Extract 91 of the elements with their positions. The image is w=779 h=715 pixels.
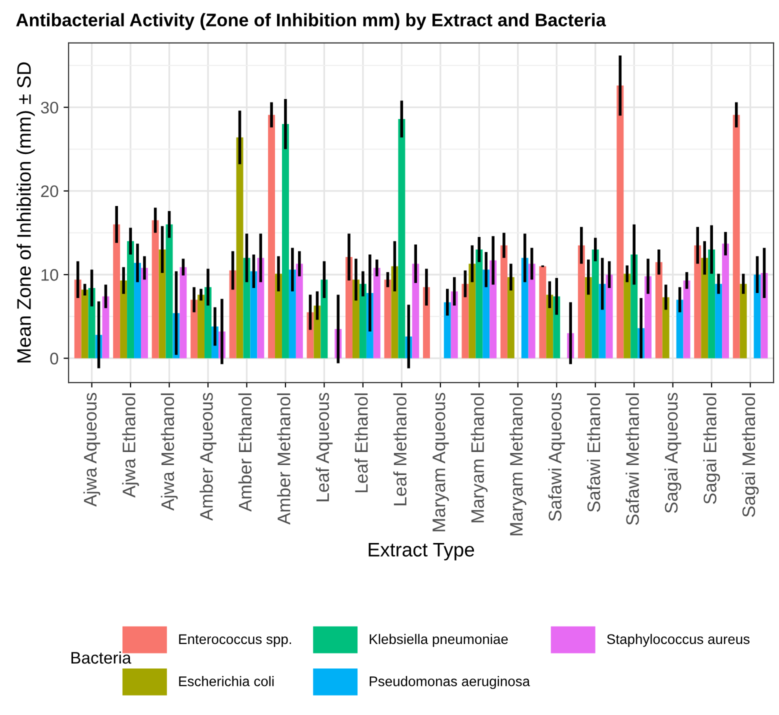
bar <box>662 297 670 358</box>
bar <box>250 271 258 358</box>
x-tick-label: Ajwa Ethanol <box>122 393 139 498</box>
bar <box>476 250 483 358</box>
bar <box>140 268 148 358</box>
x-tick-label: Leaf Methanol <box>393 393 407 506</box>
bar <box>539 266 546 358</box>
bar <box>81 290 88 358</box>
bar <box>732 114 740 358</box>
bar <box>275 274 282 358</box>
legend-label: Klebsiella pneumoniae <box>370 634 508 647</box>
x-tick-label: Ajwa Methanol <box>160 393 178 511</box>
bar <box>507 277 514 358</box>
bar <box>683 280 690 358</box>
bar <box>722 244 729 358</box>
x-tick-label: Amber Methanol <box>277 393 290 525</box>
bar <box>190 300 198 358</box>
x-tick-label: Sagai Methanol <box>742 393 759 517</box>
bar <box>198 294 205 358</box>
bar <box>412 264 420 358</box>
bar <box>482 270 490 358</box>
bar <box>701 258 708 358</box>
x-tick-label: Safawi Methanol <box>626 393 639 525</box>
bar <box>346 257 352 358</box>
x-tick-label: Sagai Aqueous <box>664 392 682 513</box>
bar <box>268 114 276 358</box>
bar <box>134 262 141 358</box>
bar <box>676 300 684 358</box>
bar <box>468 264 476 358</box>
bar <box>624 274 631 358</box>
bar <box>152 220 159 358</box>
x-tick-label: Maryam Methanol <box>509 393 526 536</box>
bar <box>120 280 128 358</box>
bar <box>578 245 585 358</box>
y-tick-label: 30 <box>40 102 58 114</box>
bar <box>166 224 173 358</box>
bar <box>592 250 599 358</box>
x-tick-label: Amber Ethanol <box>238 393 252 512</box>
bar <box>546 294 554 358</box>
bar <box>180 267 187 358</box>
bar <box>740 284 747 358</box>
bar <box>391 266 398 358</box>
bar <box>754 274 761 358</box>
x-tick-label: Maryam Ethanol <box>470 393 488 522</box>
bar <box>296 264 303 358</box>
bar <box>320 280 328 358</box>
bar <box>500 245 508 358</box>
bar <box>694 245 702 358</box>
bar <box>373 268 380 358</box>
bar <box>282 124 289 358</box>
chart-title: Antibacterial Activity (Zone of Inhibition mm) by Extract and Bacteria <box>16 13 606 30</box>
bar <box>462 284 469 358</box>
bar <box>450 291 458 358</box>
x-tick-label: Leaf Ethanol <box>354 393 368 492</box>
legend-label: Staphylococcus aureus <box>607 634 750 647</box>
bar <box>127 241 134 358</box>
bar <box>236 137 244 358</box>
x-tick-label: Amber Aqueous <box>200 392 216 521</box>
legend-label: Pseudomonas aeruginosa <box>370 676 530 689</box>
bar <box>655 262 662 358</box>
bar <box>229 270 236 358</box>
legend-label: Escherichia coli <box>179 676 274 686</box>
bar <box>715 284 722 358</box>
y-tick-label: 0 <box>50 352 58 364</box>
bar <box>113 224 120 358</box>
bar <box>384 280 392 358</box>
bar <box>584 277 592 358</box>
bar <box>708 250 716 358</box>
x-tick-label: Leaf Aqueous <box>316 392 333 502</box>
bar <box>606 274 613 358</box>
x-tick-label: Safawi Aqueous <box>548 392 566 521</box>
bar <box>158 250 166 358</box>
bar <box>444 302 451 358</box>
x-tick-label: Maryam Aqueous <box>432 392 449 532</box>
bar <box>257 258 264 358</box>
bar <box>644 276 652 358</box>
bar <box>88 288 96 358</box>
x-tick-label: Safawi Ethanol <box>586 393 600 512</box>
bar <box>398 119 406 358</box>
y-axis-title: Mean Zone of Inhibition (mm) ± SD <box>16 62 35 362</box>
legend-label: Enterococcus spp. <box>179 634 292 647</box>
legend-title: Bacteria <box>71 651 132 664</box>
x-tick-label: Sagai Ethanol <box>703 393 720 504</box>
y-tick-label: 10 <box>42 269 58 281</box>
x-tick-label: Ajwa Aqueous <box>83 392 100 507</box>
bar <box>528 264 536 358</box>
y-tick-label: 20 <box>41 185 58 198</box>
x-axis-title: Extract Type <box>368 543 474 560</box>
bar <box>359 284 366 358</box>
bar <box>616 86 624 358</box>
bar <box>74 280 82 358</box>
